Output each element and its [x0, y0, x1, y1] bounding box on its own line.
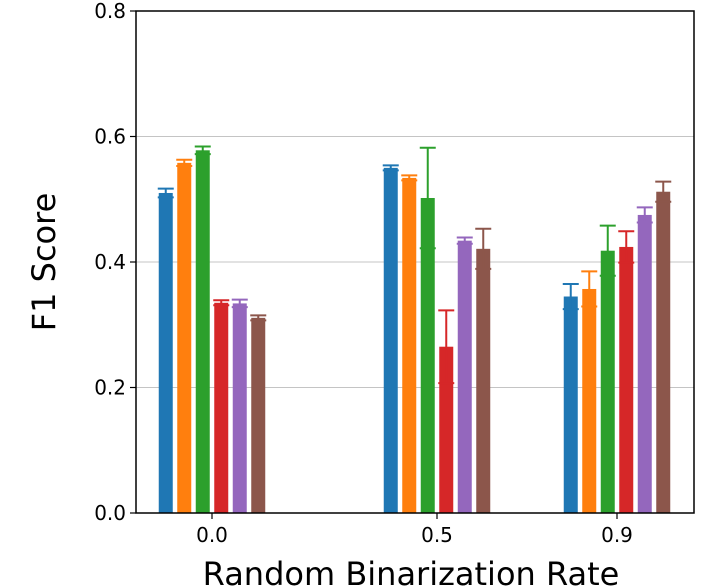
- y-axis-label: F1 Score: [25, 193, 63, 332]
- bar-series-1-0.0: [158, 192, 173, 513]
- x-tick-label: 0.5: [421, 523, 453, 547]
- tick-layer: 0.0 0.2 0.4 0.6 0.8 0.0 0.5 0.9: [94, 0, 633, 547]
- bar-series-3-0.5: [420, 197, 435, 513]
- bar-series-6-0.0: [251, 317, 266, 513]
- bar-series-2-0.0: [177, 162, 192, 514]
- x-axis-label: Random Binarization Rate: [203, 555, 620, 588]
- bar-series-5-0.0: [232, 303, 247, 513]
- y-tick-label: 0.2: [94, 376, 126, 400]
- bar-series-5-0.5: [457, 240, 472, 514]
- x-tick-label: 0.9: [601, 523, 633, 547]
- bar-series-2-0.9: [582, 288, 597, 513]
- bar-series-4-0.5: [439, 346, 454, 513]
- bar-series-6-0.9: [656, 191, 671, 513]
- bar-series-5-0.9: [637, 214, 652, 513]
- y-tick-label: 0.0: [94, 501, 126, 525]
- bar-series-1-0.5: [383, 167, 398, 513]
- bar-series-2-0.5: [402, 177, 417, 514]
- bar-series-4-0.9: [619, 246, 634, 513]
- bar-series-6-0.5: [476, 248, 491, 513]
- y-tick-label: 0.8: [94, 0, 126, 23]
- bar-layer: [158, 150, 671, 514]
- error-bar-layer: [157, 145, 672, 385]
- bar-series-4-0.0: [214, 302, 229, 513]
- y-tick-label: 0.6: [94, 125, 126, 149]
- bar-series-3-0.9: [600, 250, 615, 513]
- y-tick-label: 0.4: [94, 250, 126, 274]
- bar-series-1-0.9: [563, 296, 578, 513]
- bar-series-3-0.0: [195, 150, 210, 513]
- x-tick-label: 0.0: [196, 523, 228, 547]
